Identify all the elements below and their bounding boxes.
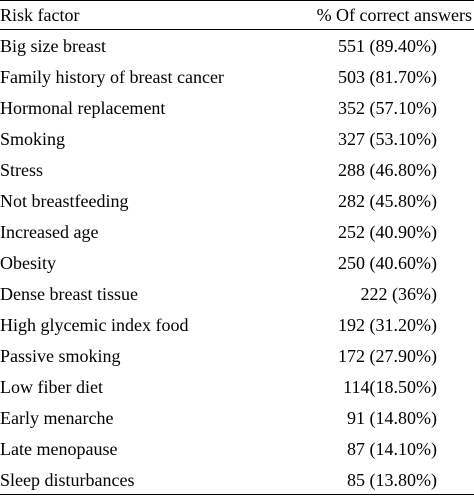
table-header-rule: [0, 29, 474, 30]
correct-answers-cell: 288 (46.80%): [338, 160, 437, 180]
header-correct-answers: % Of correct answers: [316, 5, 472, 25]
table-row: High glycemic index food 192 (31.20%): [0, 310, 474, 341]
correct-answers-cell: 503 (81.70%): [338, 67, 437, 87]
table-row: Increased age 252 (40.90%): [0, 217, 474, 248]
correct-answers-cell: 551 (89.40%): [338, 36, 437, 56]
risk-factor-cell: Stress: [0, 160, 44, 180]
risk-factor-cell: Smoking: [0, 129, 66, 149]
correct-answers-cell: 172 (27.90%): [338, 346, 437, 366]
table-row: Early menarche 91 (14.80%): [0, 403, 474, 434]
risk-factor-cell: Sleep disturbances: [0, 470, 135, 490]
risk-factor-cell: Hormonal replacement: [0, 98, 166, 118]
table-row: Not breastfeeding 282 (45.80%): [0, 186, 474, 217]
table-row: Sleep disturbances 85 (13.80%): [0, 465, 474, 496]
correct-answers-cell: 114(18.50%): [343, 377, 437, 397]
table-row: Obesity 250 (40.60%): [0, 248, 474, 279]
table-body: Big size breast 551 (89.40%) Family histor…: [0, 31, 474, 496]
correct-answers-cell: 222 (36%): [360, 284, 437, 304]
risk-factor-cell: Big size breast: [0, 36, 106, 56]
table-row: Hormonal replacement 352 (57.10%): [0, 93, 474, 124]
risk-factor-cell: Obesity: [0, 253, 56, 273]
risk-factor-cell: Late menopause: [0, 439, 118, 459]
header-risk-factor: Risk factor: [0, 5, 80, 25]
risk-factor-cell: Increased age: [0, 222, 99, 242]
risk-factor-cell: High glycemic index food: [0, 315, 189, 335]
table-row: Family history of breast cancer 503 (81.7…: [0, 62, 474, 93]
table-row: Dense breast tissue 222 (36%): [0, 279, 474, 310]
table-top-rule: [0, 0, 474, 1]
correct-answers-cell: 85 (13.80%): [347, 470, 437, 490]
correct-answers-cell: 327 (53.10%): [338, 129, 437, 149]
correct-answers-cell: 192 (31.20%): [338, 315, 437, 335]
risk-factor-cell: Early menarche: [0, 408, 114, 428]
correct-answers-cell: 352 (57.10%): [338, 98, 437, 118]
table-row: Stress 288 (46.80%): [0, 155, 474, 186]
risk-factor-cell: Dense breast tissue: [0, 284, 138, 304]
risk-factor-cell: Passive smoking: [0, 346, 121, 366]
correct-answers-cell: 282 (45.80%): [338, 191, 437, 211]
table-row: Smoking 327 (53.10%): [0, 124, 474, 155]
table-header: Risk factor % Of correct answers: [0, 1, 474, 29]
risk-factor-cell: Not breastfeeding: [0, 191, 129, 211]
risk-factor-cell: Low fiber diet: [0, 377, 103, 397]
correct-answers-cell: 252 (40.90%): [338, 222, 437, 242]
table-row: Big size breast 551 (89.40%): [0, 31, 474, 62]
table-row: Passive smoking 172 (27.90%): [0, 341, 474, 372]
table-row: Low fiber diet 114(18.50%): [0, 372, 474, 403]
correct-answers-cell: 250 (40.60%): [338, 253, 437, 273]
correct-answers-cell: 87 (14.10%): [347, 439, 437, 459]
table-row: Late menopause 87 (14.10%): [0, 434, 474, 465]
risk-factor-cell: Family history of breast cancer: [0, 67, 224, 87]
correct-answers-cell: 91 (14.80%): [347, 408, 437, 428]
